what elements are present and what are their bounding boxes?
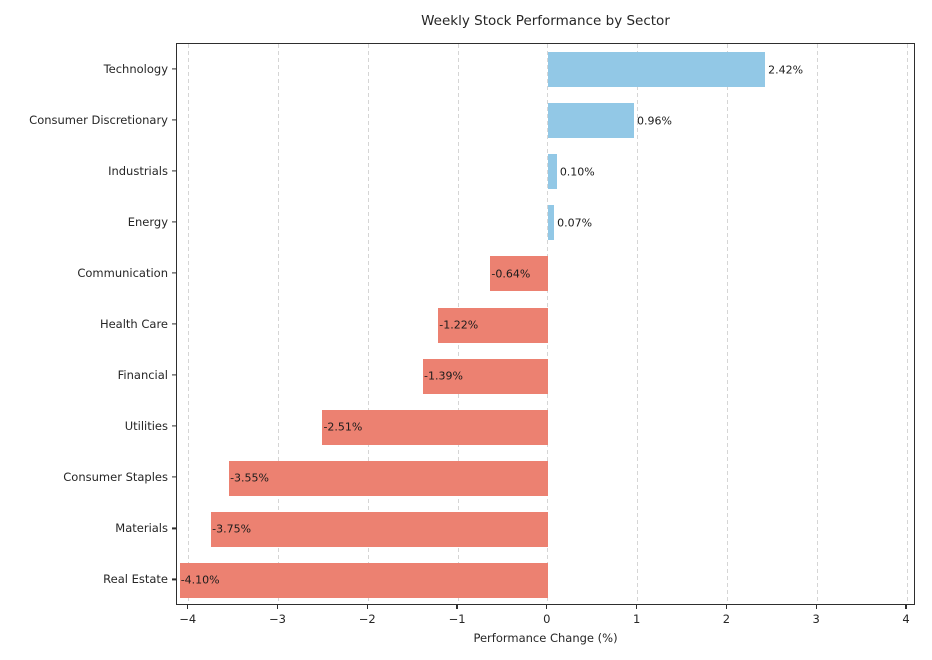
bar-materials <box>211 511 548 547</box>
bar-value-label: -3.55% <box>230 471 269 485</box>
x-tick-label: 2 <box>722 612 731 626</box>
bar-energy <box>547 205 555 241</box>
bar-value-label: -1.39% <box>424 369 463 383</box>
x-axis-tick <box>187 605 189 609</box>
bar-value-label: -2.51% <box>323 420 363 434</box>
gridline <box>547 44 549 604</box>
bar-value-label: 0.07% <box>557 216 593 230</box>
y-tick-label: Industrials <box>108 163 168 178</box>
bar-technology <box>547 52 766 88</box>
bar-value-label: -3.75% <box>212 522 252 536</box>
gridline <box>816 44 818 604</box>
y-tick-label: Materials <box>115 521 168 536</box>
y-tick-label: Energy <box>127 214 168 229</box>
bar-financial <box>423 358 548 394</box>
x-tick-label: −1 <box>448 612 466 626</box>
y-tick-label: Consumer Discretionary <box>29 112 168 127</box>
bar-health-care <box>438 307 548 343</box>
gridline <box>188 44 190 604</box>
bar-value-label: 0.10% <box>559 165 595 179</box>
y-tick-label: Technology <box>103 61 168 76</box>
x-axis-tick <box>546 605 548 609</box>
gridline <box>367 44 369 604</box>
bar-value-label: 2.42% <box>768 63 804 77</box>
x-tick-label: −4 <box>179 612 197 626</box>
x-axis-tick <box>905 605 907 609</box>
y-tick-label: Communication <box>77 265 168 280</box>
bar-consumer-staples <box>229 460 548 496</box>
y-tick-label: Consumer Staples <box>63 470 168 485</box>
bar-value-label: -1.22% <box>439 318 479 332</box>
x-axis-tick <box>636 605 638 609</box>
gridline <box>637 44 639 604</box>
x-tick-label: −2 <box>358 612 376 626</box>
x-axis-tick <box>815 605 817 609</box>
bar-value-label: -4.10% <box>180 573 220 587</box>
bar-utilities <box>322 409 548 445</box>
y-tick-label: Real Estate <box>103 572 168 587</box>
plot-area: 2.42% 0.96% 0.10% 0.07% -0.64% -1.22% -1.39% -2… <box>176 43 915 605</box>
y-tick-label: Health Care <box>99 317 168 331</box>
chart-title: Weekly Stock Performance by Sector <box>421 13 670 29</box>
y-tick-label: Utilities <box>124 419 168 434</box>
x-axis-label: Performance Change (%) <box>473 631 618 645</box>
bar-industrials <box>547 154 557 190</box>
x-tick-label: −3 <box>268 612 286 626</box>
x-axis-tick <box>366 605 368 609</box>
bar-value-label: -0.64% <box>491 267 531 281</box>
x-axis-tick <box>725 605 728 609</box>
gridline <box>906 44 908 604</box>
gridline <box>726 44 728 604</box>
gridline <box>277 44 279 604</box>
x-axis-tick <box>276 605 279 609</box>
bar-real-estate <box>179 562 548 598</box>
x-tick-label: 3 <box>812 612 820 626</box>
x-axis-tick <box>456 605 458 609</box>
y-tick-label: Financial <box>117 368 168 383</box>
x-tick-label: 1 <box>632 612 641 626</box>
bar-value-label: 0.96% <box>637 114 672 128</box>
bar-communication <box>490 256 548 292</box>
x-tick-label: 4 <box>902 612 910 626</box>
bar-consumer-discretionary <box>547 103 635 139</box>
x-tick-label: 0 <box>543 612 551 626</box>
